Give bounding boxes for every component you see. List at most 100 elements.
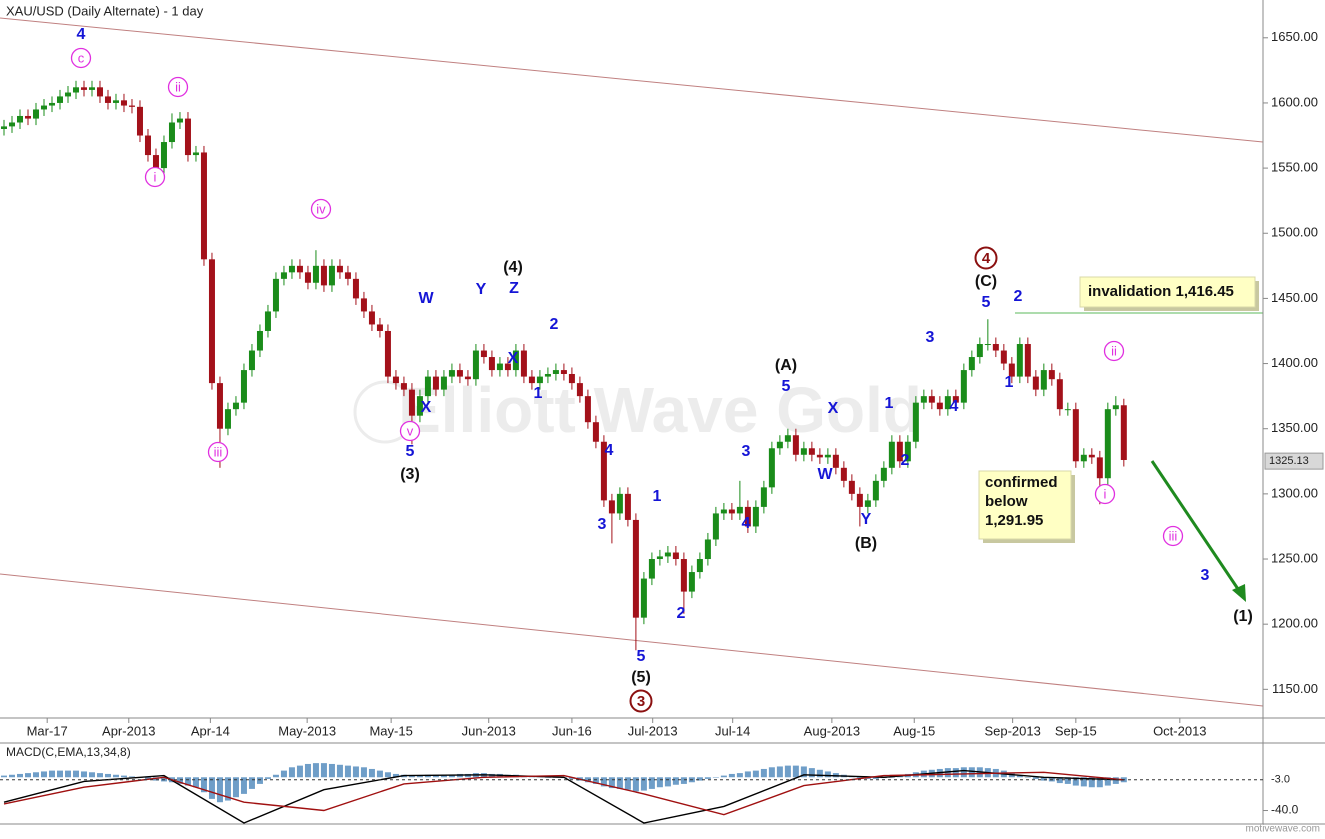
macd-title: MACD(C,EMA,13,34,8) (6, 745, 131, 759)
macd-bar (544, 777, 551, 778)
macd-bar (192, 777, 199, 788)
macd-bar (384, 772, 391, 778)
candle-body (120, 100, 127, 106)
candle-body (1040, 370, 1047, 390)
candle-body (904, 441, 911, 462)
macd-bar (352, 766, 359, 778)
candle-body (96, 87, 103, 97)
macd-bar (656, 777, 663, 788)
macd-bar (176, 777, 183, 784)
candle-body (824, 454, 831, 458)
wave-circle (1103, 340, 1125, 362)
macd-bar (112, 774, 119, 778)
macd-bar (752, 770, 759, 778)
candle-body (504, 363, 511, 371)
watermark-logo (353, 380, 417, 444)
macd-bar (704, 777, 711, 779)
wave-label: 1 (534, 385, 543, 402)
wave-label: Y (861, 511, 872, 528)
candle-body (168, 122, 175, 143)
candle-body (208, 259, 215, 384)
candle-body (520, 350, 527, 377)
wave-circle (207, 441, 229, 463)
macd-line (3, 771, 1124, 816)
macd-bar (24, 773, 31, 778)
macd-bar (312, 763, 319, 778)
wave-label: 1 (885, 395, 894, 412)
macd-bar (256, 777, 263, 784)
macd-bar (88, 772, 95, 778)
invalidation-box (1079, 276, 1256, 308)
wave-label: 2 (901, 452, 910, 469)
macd-bar (1096, 777, 1103, 788)
candle-body (856, 493, 863, 507)
candle-body (720, 509, 727, 514)
candle-body (568, 373, 575, 384)
candle-body (984, 344, 991, 346)
macd-bar (304, 763, 311, 778)
macd-bar (56, 770, 63, 778)
candle-body (512, 350, 519, 371)
candle-body (928, 396, 935, 403)
wave-label: (4) (503, 259, 523, 276)
candle-body (800, 448, 807, 455)
candle-body (640, 578, 647, 618)
candle-body (960, 370, 967, 403)
candle-body (840, 467, 847, 481)
candle-body (376, 324, 383, 331)
candle-body (968, 357, 975, 371)
wave-circle (1162, 525, 1184, 547)
wave-label: X (828, 400, 839, 417)
candle-body (104, 96, 111, 103)
macd-bar (208, 777, 215, 799)
candle-body (872, 480, 879, 501)
candle-body (152, 155, 159, 169)
candle-body (608, 500, 615, 514)
candle-body (688, 572, 695, 592)
candle-body (752, 506, 759, 527)
macd-bar (328, 763, 335, 778)
candle-body (696, 559, 703, 573)
candle-body (1112, 405, 1119, 410)
macd-bar (216, 777, 223, 803)
macd-line (3, 769, 1124, 824)
wave-label: X (421, 399, 432, 416)
candle-body (192, 152, 199, 156)
macd-bar (240, 777, 247, 794)
y-tick-label: 1500.00 (1271, 225, 1318, 240)
candle-body (464, 376, 471, 380)
candle-body (472, 350, 479, 380)
macd-bar (672, 777, 679, 785)
macd-bar (816, 769, 823, 778)
candle-body (264, 311, 271, 331)
macd-bar (632, 777, 639, 792)
candle-body (432, 376, 439, 390)
candle-body (496, 363, 503, 371)
candle-body (368, 311, 375, 325)
macd-bar (8, 774, 15, 778)
wave-label: Y (476, 281, 487, 298)
candle-body (600, 441, 607, 501)
candle-body (848, 480, 855, 494)
macd-bar (872, 777, 879, 779)
macd-bar (72, 770, 79, 778)
macd-bar (616, 777, 623, 789)
x-tick-label: Sep-15 (1055, 723, 1097, 738)
candle-body (184, 118, 191, 156)
macd-bar (184, 777, 191, 786)
wave-label: 4 (605, 442, 614, 459)
macd-bar (808, 768, 815, 778)
wave-label: ii (1111, 343, 1117, 358)
confirmed-text: confirmed (985, 474, 1058, 491)
wave-circle (974, 246, 998, 270)
candle-body (528, 376, 535, 384)
candle-body (1008, 363, 1015, 377)
macd-bar (1016, 775, 1023, 778)
candle-body (736, 506, 743, 514)
candle-body (288, 265, 295, 273)
candle-body (952, 396, 959, 403)
x-tick-label: May-2013 (278, 723, 336, 738)
candle-body (1024, 344, 1031, 377)
candle-body (8, 122, 15, 127)
candle-body (240, 370, 247, 403)
